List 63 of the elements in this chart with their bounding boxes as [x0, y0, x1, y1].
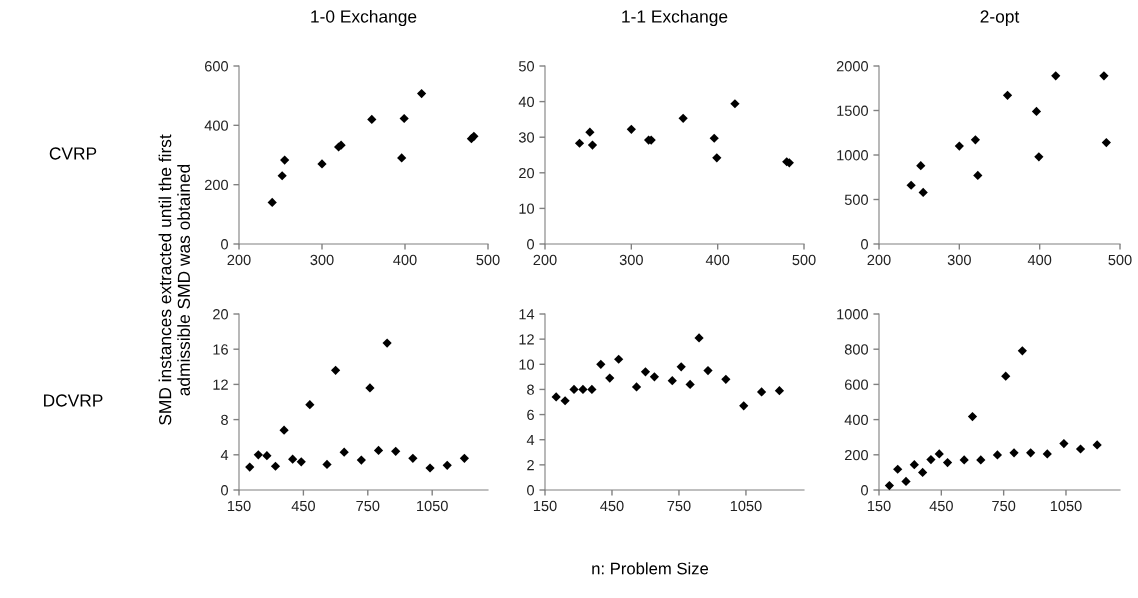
- y-tick-label: 50: [518, 61, 535, 72]
- x-tick-label: 150: [867, 500, 891, 512]
- x-tick-label: 450: [291, 500, 315, 512]
- y-tick-label: 8: [221, 414, 228, 426]
- x-tick-label: 400: [1027, 254, 1052, 266]
- y-tick-label: 400: [204, 120, 229, 131]
- y-tick-label: 16: [213, 344, 228, 355]
- x-tick-label: 500: [1108, 254, 1132, 266]
- chart-title: 2-opt: [980, 10, 1020, 27]
- y-tick-label: 0: [221, 239, 229, 250]
- x-tick-label: 150: [533, 500, 557, 512]
- chart-title: 1-1 Exchange: [622, 9, 728, 27]
- y-tick-label: 2: [527, 459, 534, 471]
- y-tick-label: 0: [527, 485, 535, 496]
- y-tick-label: 800: [844, 344, 869, 355]
- x-tick-label: 1050: [1050, 500, 1082, 512]
- x-tick-label: 400: [393, 254, 417, 266]
- x-tick-label: 750: [356, 500, 380, 512]
- x-tick-label: 1050: [417, 500, 448, 512]
- chart-title: 1-0 Exchange: [311, 9, 417, 27]
- x-axis-title: n: Problem Size: [592, 562, 709, 575]
- x-tick-label: 150: [227, 500, 251, 512]
- y-tick-label: 12: [213, 379, 228, 390]
- y-tick-label: 20: [213, 309, 229, 320]
- y-tick-label: 200: [844, 449, 869, 461]
- x-tick-label: 500: [792, 254, 816, 266]
- y-tick-label: 10: [519, 203, 535, 214]
- y-tick-label: 30: [518, 132, 535, 143]
- y-tick-label: 500: [844, 194, 869, 205]
- x-tick-label: 300: [310, 254, 334, 266]
- x-tick-label: 450: [600, 500, 624, 512]
- y-tick-label: 0: [861, 485, 869, 496]
- y-axis-title: SMD instances extracted until the first admissible SMD was obtained: [158, 134, 191, 425]
- x-tick-label: 300: [947, 254, 971, 266]
- y-tick-label: 600: [204, 61, 229, 72]
- y-tick-label: 400: [844, 414, 869, 426]
- y-tick-label: 1000: [837, 309, 869, 320]
- y-tick-label: 600: [844, 379, 869, 390]
- y-tick-label: 12: [519, 334, 534, 345]
- x-tick-label: 300: [619, 254, 643, 266]
- y-tick-label: 1000: [837, 150, 869, 161]
- y-tick-label: 8: [527, 384, 534, 395]
- x-tick-label: 1050: [730, 500, 762, 512]
- y-tick-label: 200: [204, 179, 229, 191]
- y-tick-label: 14: [519, 309, 535, 320]
- y-tick-label: 40: [518, 96, 535, 108]
- y-tick-label: 2000: [836, 61, 869, 72]
- x-tick-label: 750: [992, 500, 1016, 512]
- y-tick-label: 4: [526, 434, 535, 445]
- y-tick-label: 0: [527, 239, 535, 250]
- y-tick-label: 20: [519, 167, 535, 179]
- y-tick-label: 6: [527, 409, 534, 420]
- x-tick-label: 750: [667, 500, 691, 512]
- y-tick-label: 1500: [837, 105, 869, 116]
- y-tick-label: 0: [861, 239, 869, 250]
- x-tick-label: 500: [476, 254, 500, 266]
- text: DCVRP: [44, 394, 103, 407]
- x-tick-label: 400: [705, 254, 730, 266]
- text: CVRP: [49, 147, 97, 160]
- y-tick-label: 10: [519, 359, 535, 370]
- x-tick-label: 450: [929, 500, 953, 512]
- y-tick-label: 4: [220, 450, 229, 461]
- y-tick-label: 0: [221, 485, 229, 496]
